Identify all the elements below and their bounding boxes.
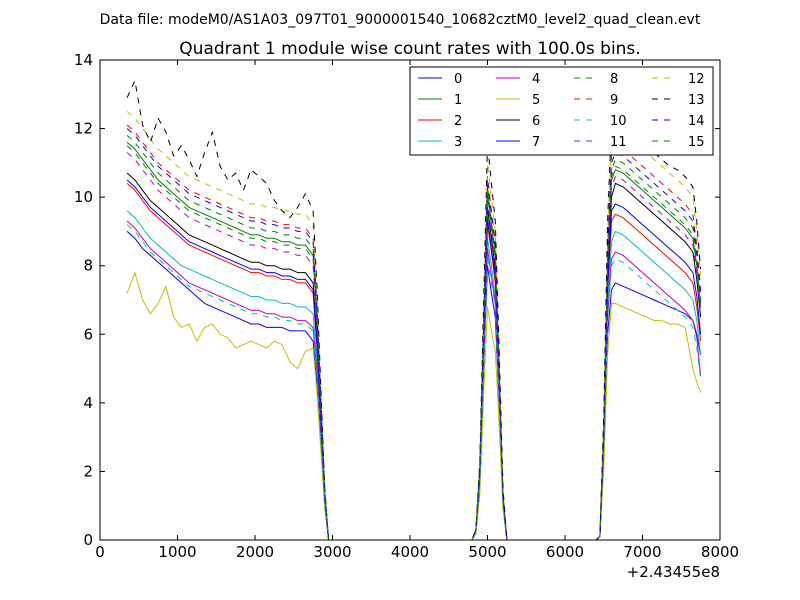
y-tick-label: 14 (74, 51, 93, 69)
legend-label-4: 4 (532, 72, 540, 87)
axis-layer: 0 1000 2000 3000 4000 5000 6000 7000 80000246810… (74, 51, 739, 561)
y-tick-label: 2 (83, 462, 93, 480)
y-tick-label: 0 (83, 531, 93, 549)
y-tick-label: 4 (83, 394, 93, 412)
series-line-11 (126, 152, 702, 541)
legend-label-2: 2 (454, 114, 462, 129)
x-tick-label: 0 (95, 543, 105, 561)
legend-label-5: 5 (532, 93, 540, 108)
x-offset-label: +2.43455e8 (627, 563, 720, 581)
y-tick-label: 10 (74, 188, 93, 206)
x-tick-label: 3000 (313, 543, 351, 561)
legend-frame (409, 66, 714, 156)
x-tick-label: 6000 (546, 543, 584, 561)
series-line-10 (126, 224, 702, 541)
legend-label-0: 0 (454, 72, 462, 87)
legend-label-13: 13 (688, 93, 705, 108)
x-tick-label: 4000 (391, 543, 429, 561)
legend-label-3: 3 (454, 135, 462, 150)
legend-label-8: 8 (610, 72, 618, 87)
legend-label-9: 9 (610, 93, 618, 108)
x-tick-label: 7000 (623, 543, 661, 561)
legend-label-12: 12 (688, 72, 705, 87)
x-tick-label: 5000 (468, 543, 506, 561)
series-line-14 (126, 128, 702, 541)
legend-label-11: 11 (610, 135, 627, 150)
x-tick-label: 2000 (236, 543, 274, 561)
chart-title: Quadrant 1 module wise count rates with … (179, 39, 640, 59)
legend-label-10: 10 (610, 114, 627, 129)
legend-label-14: 14 (688, 114, 705, 129)
figure-suptitle: Data file: modeM0/AS1A03_097T01_90000015… (100, 12, 701, 28)
y-tick-label: 6 (83, 325, 93, 343)
legend-label-15: 15 (688, 135, 705, 150)
y-tick-label: 8 (83, 257, 93, 275)
legend-label-7: 7 (532, 135, 540, 150)
y-tick-label: 12 (74, 120, 93, 138)
x-tick-label: 8000 (701, 543, 739, 561)
legend-label-6: 6 (532, 114, 540, 129)
x-tick-label: 1000 (158, 543, 196, 561)
axes-frame (99, 59, 721, 541)
legend-label-1: 1 (454, 93, 462, 108)
